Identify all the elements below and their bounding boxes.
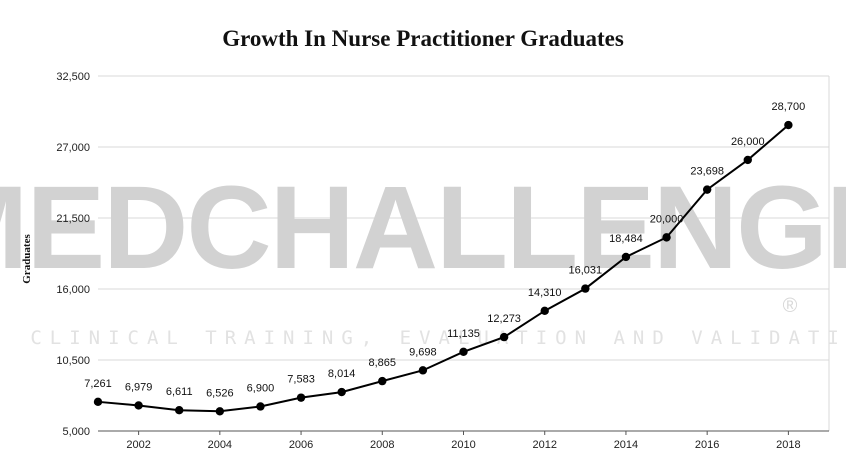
y-axis-label: Graduates — [21, 234, 33, 284]
watermark-tagline: CLINICAL TRAINING, EVALUATION AND VALIDA… — [30, 327, 846, 349]
x-tick-label: 2002 — [126, 439, 150, 451]
data-labels: 7,261 6,979 6,611 6,526 6,900 7,583 8,014 8,865… — [84, 101, 805, 399]
data-point — [581, 284, 590, 293]
y-tick-label: 27,000 — [56, 142, 90, 154]
x-tick-label: 2010 — [451, 439, 475, 451]
data-point — [784, 120, 793, 130]
data-point — [296, 393, 306, 402]
data-point — [378, 376, 387, 386]
data-label: 7,261 — [84, 378, 112, 390]
x-tick-label: 2012 — [532, 439, 556, 451]
data-point — [337, 387, 346, 397]
axes: 5,000 10,500 16,000 21,500 27,000 32,500 2002 2… — [56, 71, 829, 451]
data-label: 6,526 — [206, 387, 234, 399]
y-tick-label: 5,000 — [62, 426, 90, 438]
series — [93, 120, 793, 416]
data-label: 9,698 — [409, 346, 437, 358]
data-label: 6,900 — [247, 382, 275, 394]
data-point — [134, 401, 143, 410]
data-point — [215, 407, 225, 416]
data-point — [743, 155, 752, 165]
data-point — [662, 233, 671, 242]
data-label: 6,611 — [166, 386, 193, 398]
x-tick-label: 2016 — [695, 439, 719, 451]
data-label: 8,865 — [369, 357, 397, 369]
y-tick-label: 21,500 — [56, 213, 90, 225]
x-tick-label: 2014 — [614, 439, 638, 451]
data-point — [621, 252, 631, 262]
chart-title: Growth In Nurse Practitioner Graduates — [222, 26, 624, 51]
data-label: 12,273 — [487, 313, 521, 325]
data-label: 11,135 — [447, 328, 480, 340]
watermark: MEDCHALLENGER CLINICAL TRAINING, EVALUAT… — [0, 162, 846, 349]
data-label: 6,979 — [125, 381, 153, 393]
watermark-brand: MEDCHALLENGER — [0, 162, 846, 294]
data-point — [499, 332, 509, 342]
y-tick-label: 16,000 — [56, 284, 90, 296]
data-label: 7,583 — [287, 374, 315, 386]
y-tick-label: 32,500 — [56, 71, 90, 83]
data-label: 23,698 — [690, 166, 724, 178]
data-point — [256, 402, 265, 411]
x-tick-label: 2006 — [289, 439, 313, 451]
data-label: 20,000 — [650, 213, 684, 225]
data-point — [702, 185, 712, 194]
data-point — [459, 347, 468, 357]
data-point — [540, 306, 549, 316]
grid — [98, 75, 830, 431]
data-label: 28,700 — [772, 101, 806, 113]
x-tick-label: 2018 — [776, 439, 800, 451]
series-line — [97, 124, 790, 413]
data-label: 8,014 — [328, 368, 356, 380]
y-tick-label: 10,500 — [56, 355, 90, 367]
data-label: 26,000 — [731, 136, 765, 148]
x-tick-label: 2004 — [208, 439, 232, 451]
data-label: 14,310 — [528, 287, 562, 299]
data-label: 18,484 — [609, 233, 643, 245]
data-point — [418, 366, 428, 375]
watermark-registered: ® — [783, 295, 798, 317]
data-point — [175, 406, 184, 415]
data-point — [93, 397, 103, 407]
data-label: 16,031 — [569, 265, 603, 277]
x-tick-label: 2008 — [370, 439, 394, 451]
